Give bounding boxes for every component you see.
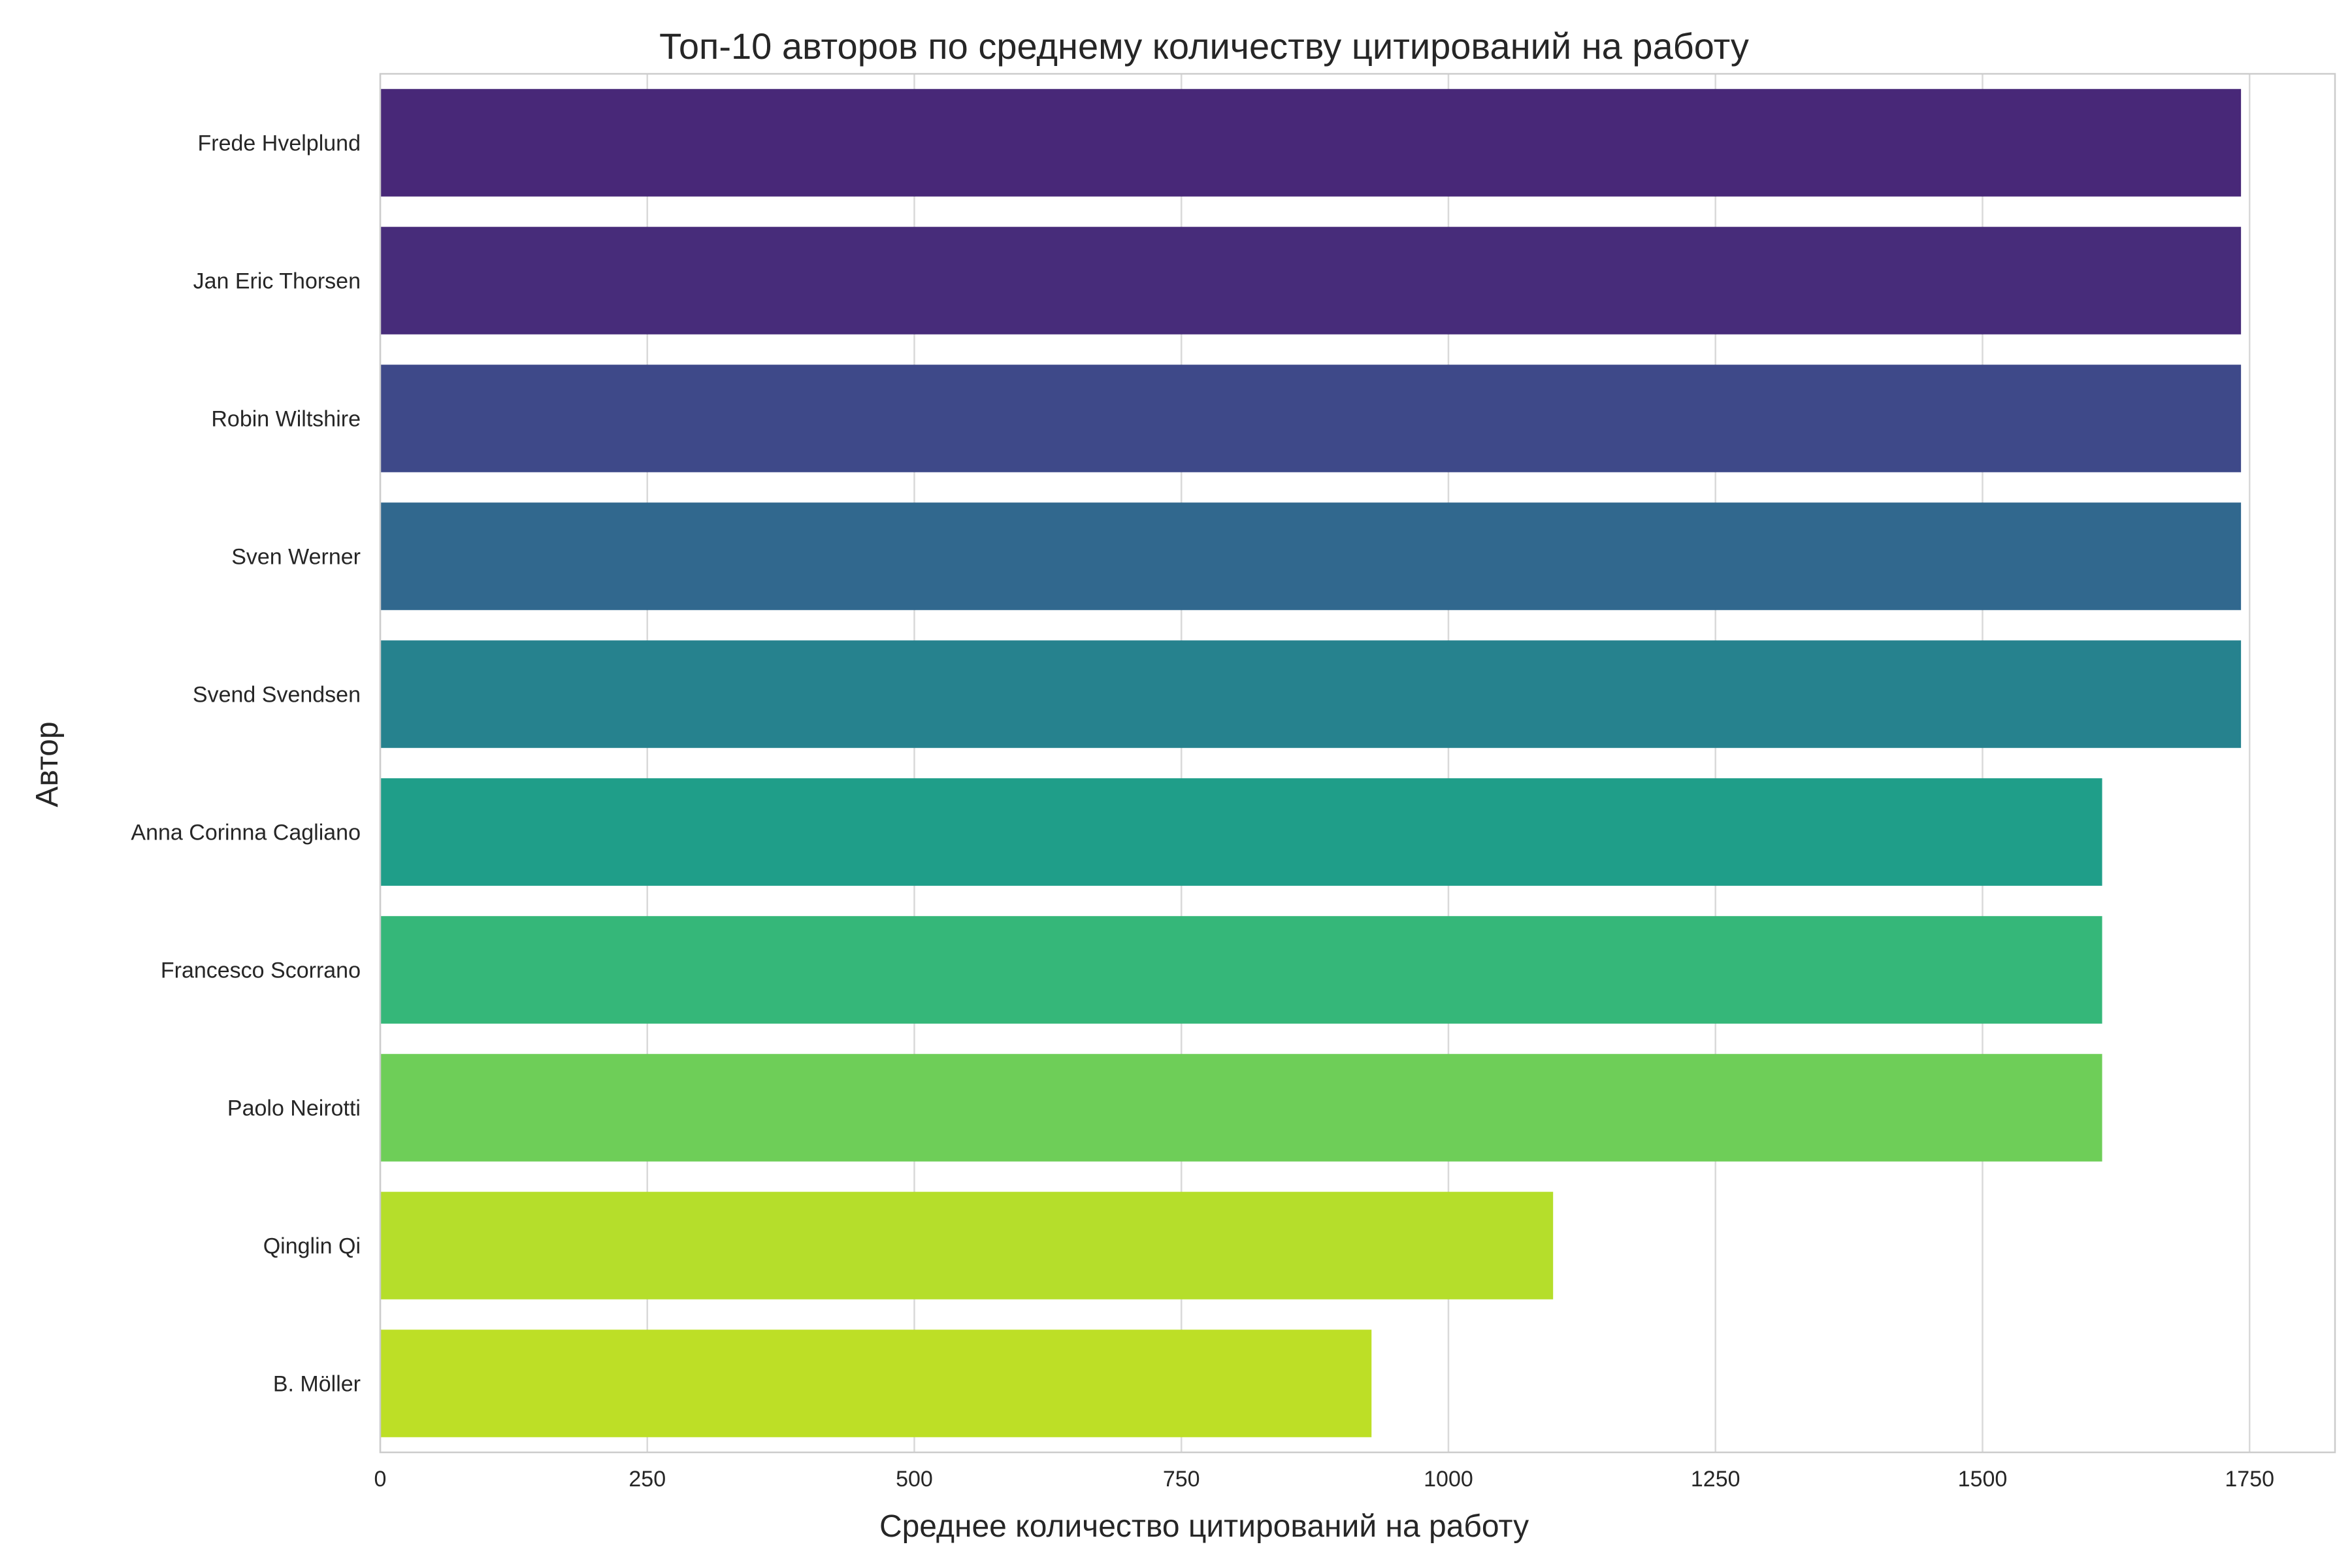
x-tick-label: 1750	[2225, 1467, 2274, 1492]
y-category-label: Sven Werner	[231, 545, 361, 570]
y-category-label: Francesco Scorrano	[161, 958, 361, 983]
x-tick-label: 500	[896, 1467, 933, 1492]
y-category-label: Paolo Neirotti	[227, 1096, 361, 1121]
bar	[380, 640, 2242, 748]
plot-border	[379, 73, 2336, 1454]
x-tick-label: 750	[1163, 1467, 1200, 1492]
y-category-label: Robin Wiltshire	[211, 407, 361, 432]
y-axis-label: Автор	[30, 721, 65, 807]
x-tick-label: 1250	[1691, 1467, 1740, 1492]
y-category-label: Qinglin Qi	[263, 1234, 361, 1259]
x-tick-label: 0	[374, 1467, 387, 1492]
bar	[380, 502, 2242, 610]
bar	[380, 1330, 1372, 1437]
bar	[380, 227, 2242, 335]
y-category-label: B. Möller	[273, 1372, 361, 1397]
bar	[380, 916, 2102, 1024]
bar	[380, 1192, 1554, 1299]
bar	[380, 778, 2102, 886]
bar	[380, 89, 2242, 197]
x-axis-label: Среднее количество цитирований на работу	[879, 1509, 1529, 1544]
x-tick-label: 250	[629, 1467, 666, 1492]
plot-frame	[379, 73, 2336, 1454]
bar	[380, 365, 2242, 472]
x-tick-label: 1500	[1958, 1467, 2008, 1492]
x-tick-label: 1000	[1424, 1467, 1473, 1492]
bars-layer	[380, 89, 2242, 1437]
y-category-labels: Frede Hvelplund Jan Eric Thorsen Robin Wil…	[131, 131, 361, 1397]
x-tick-labels: 0 250 500 750 1000 1250 1500 1750	[374, 1467, 2274, 1492]
y-category-label: Svend Svendsen	[193, 683, 361, 708]
y-category-label: Anna Corinna Cagliano	[131, 821, 361, 845]
bar	[380, 1054, 2102, 1162]
y-category-label: Frede Hvelplund	[198, 131, 361, 156]
y-category-label: Jan Eric Thorsen	[193, 269, 361, 294]
chart-title: Топ-10 авторов по среднему количеству ци…	[659, 25, 1749, 67]
